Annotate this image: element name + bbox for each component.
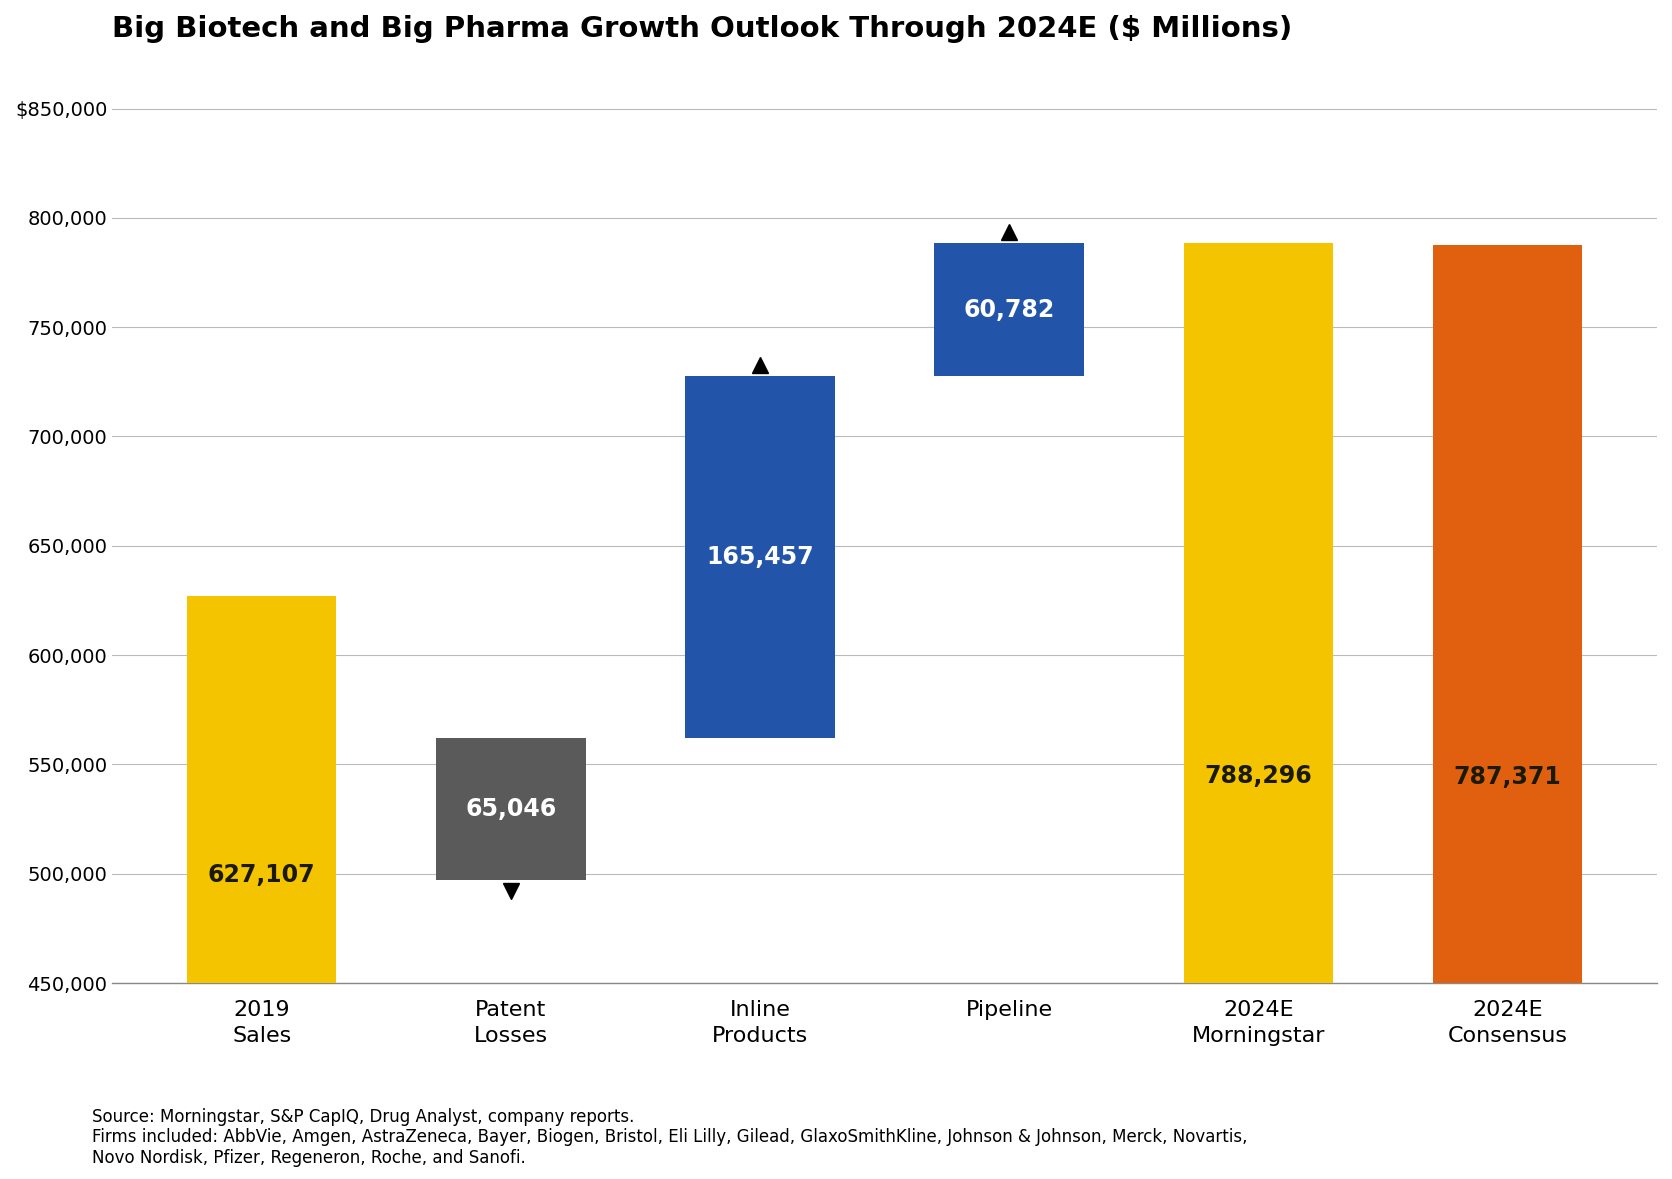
Bar [935, 243, 1083, 376]
Bar [686, 376, 834, 738]
Bar [1433, 245, 1582, 983]
Text: 627,107: 627,107 [207, 863, 316, 887]
Text: Source: Morningstar, S&P CapIQ, Drug Analyst, company reports.
Firms included: A: Source: Morningstar, S&P CapIQ, Drug Ana… [92, 1107, 1247, 1167]
Text: 788,296: 788,296 [1204, 764, 1313, 788]
Text: 165,457: 165,457 [706, 545, 814, 569]
Text: 787,371: 787,371 [1453, 764, 1562, 789]
Bar [1184, 243, 1333, 983]
Text: 65,046: 65,046 [465, 797, 557, 821]
Bar [187, 595, 336, 983]
Bar [436, 738, 585, 881]
Text: Big Biotech and Big Pharma Growth Outlook Through 2024E ($ Millions): Big Biotech and Big Pharma Growth Outloo… [112, 15, 1292, 42]
Text: 60,782: 60,782 [963, 298, 1055, 322]
